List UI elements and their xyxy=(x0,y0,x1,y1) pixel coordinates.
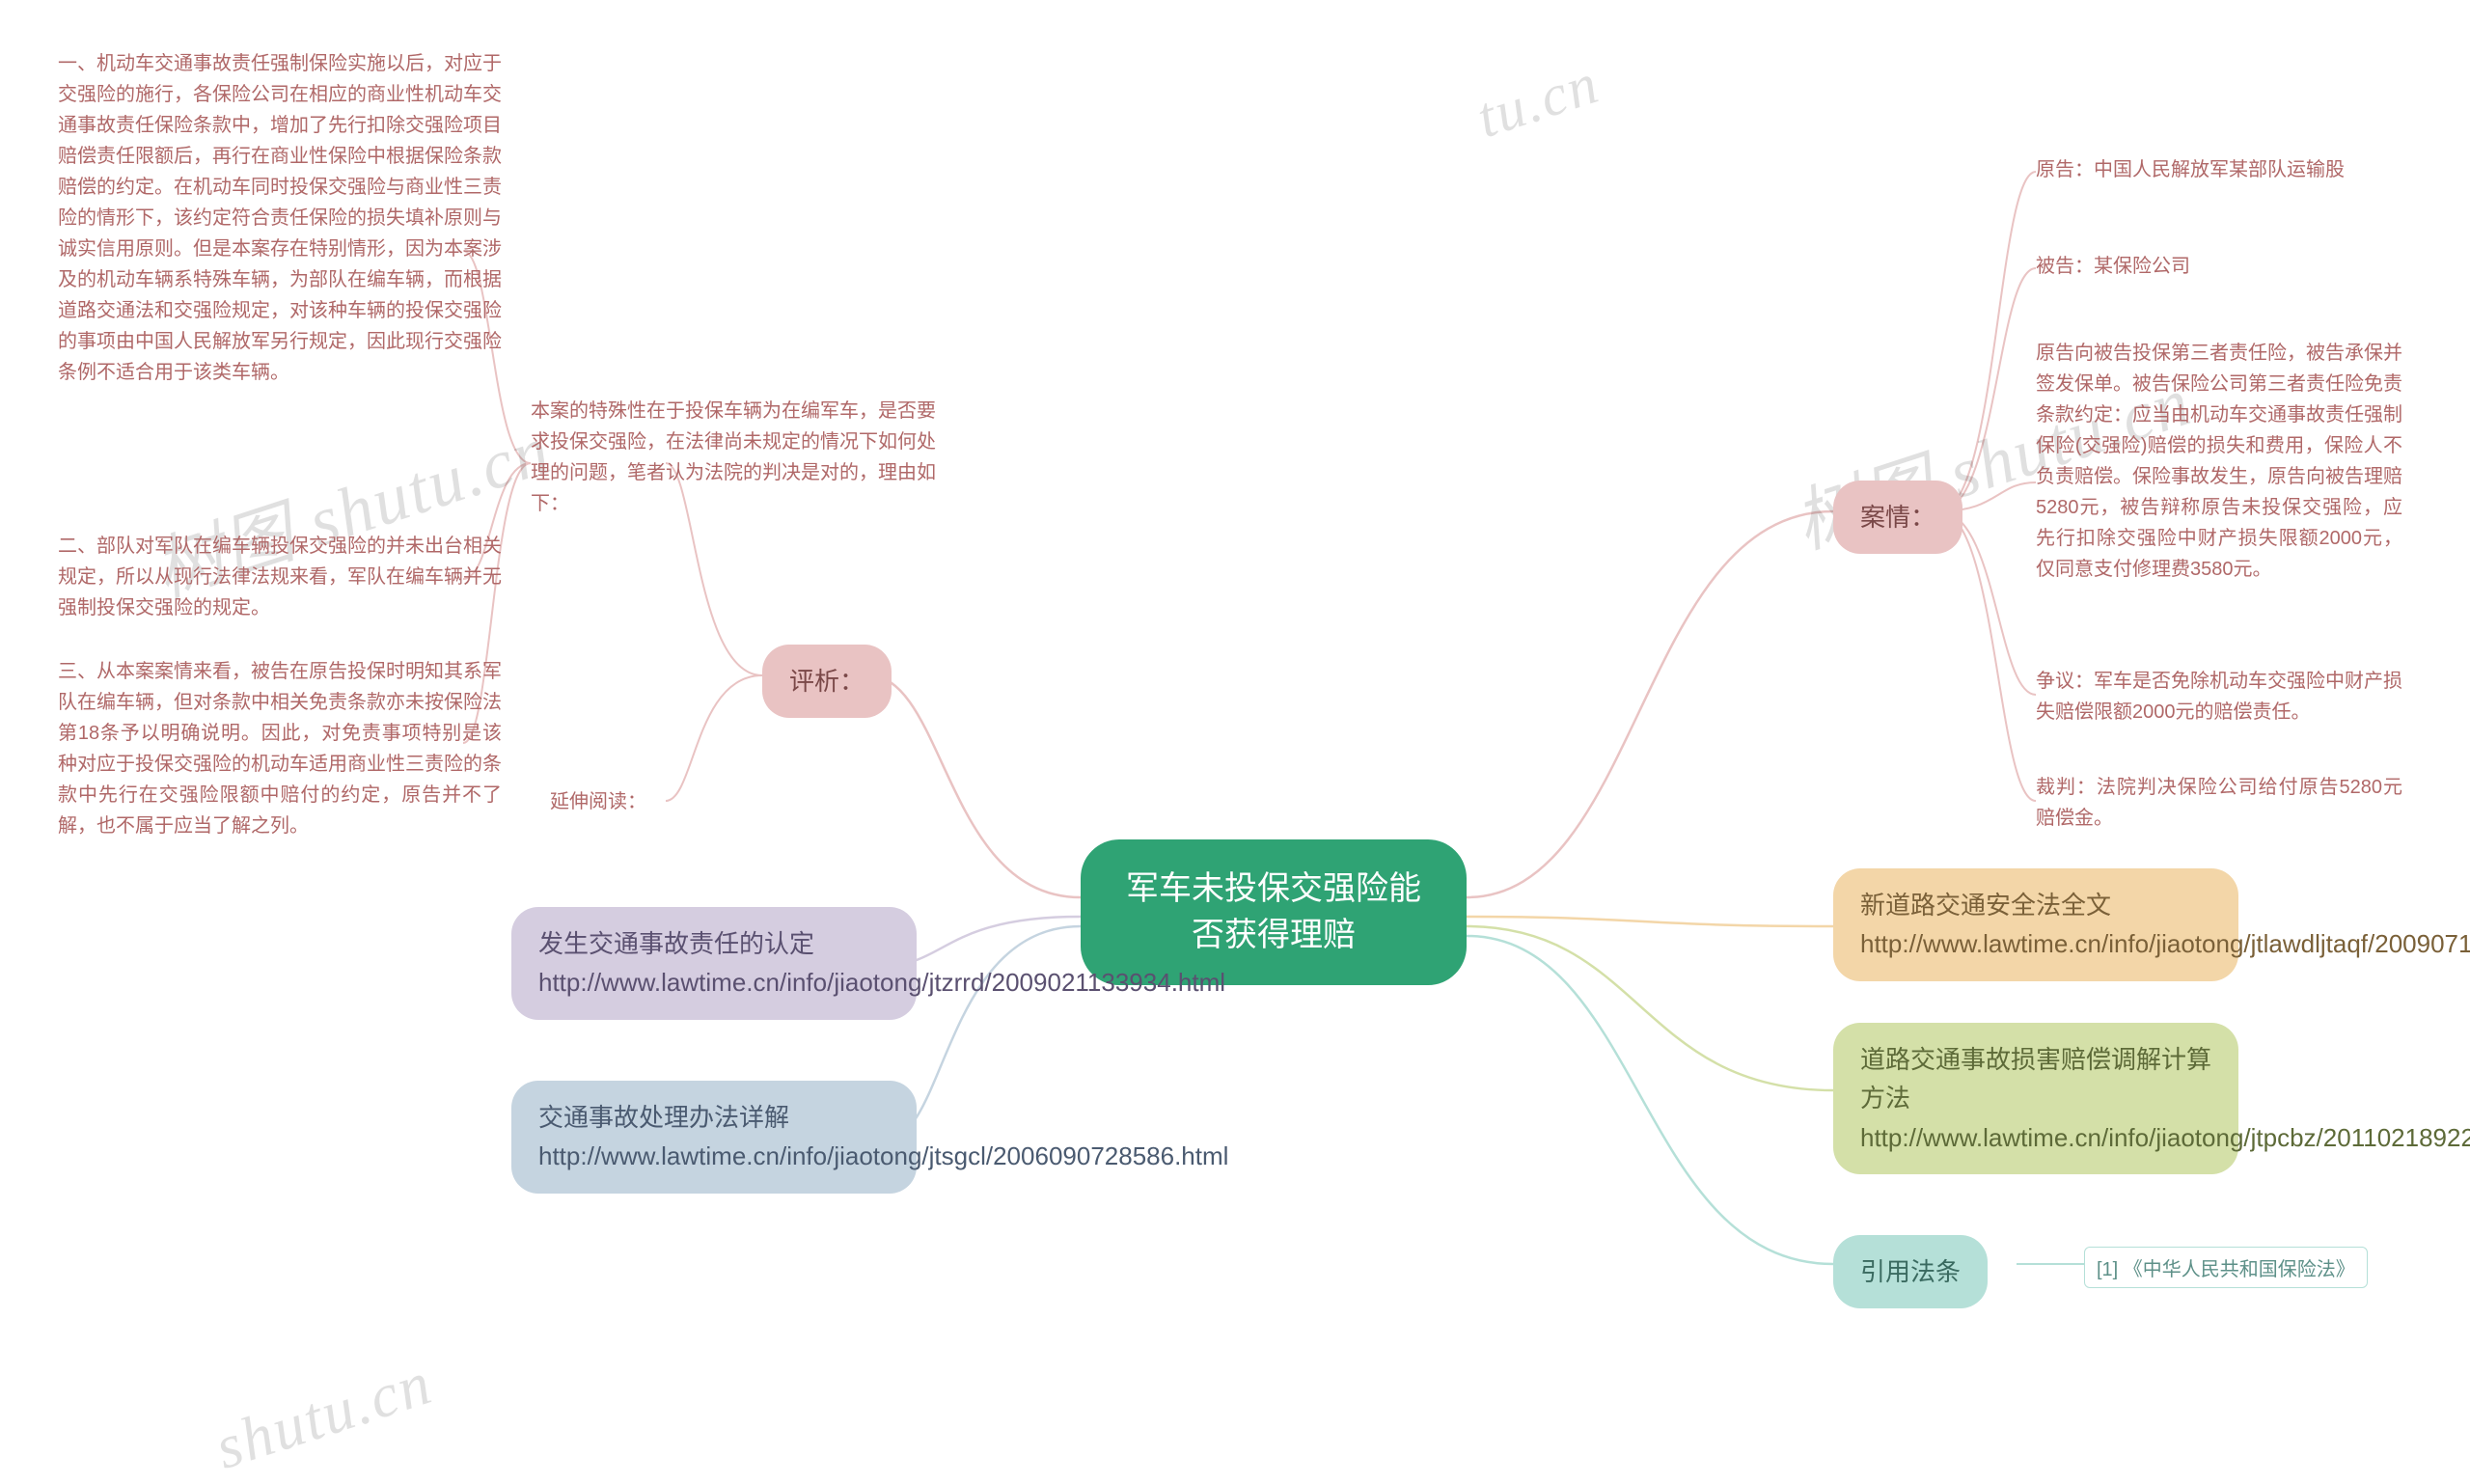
leaf-analysis-p3: 三、从本案案情来看，被告在原告投保时明知其系军队在编车辆，但对条款中相关免责条款… xyxy=(58,656,502,841)
leaf-plaintiff: 原告：中国人民解放军某部队运输股 xyxy=(2036,154,2345,185)
leaf-extend: 延伸阅读： xyxy=(550,786,646,817)
leaf-case-detail: 原告向被告投保第三者责任险，被告承保并签发保单。被告保险公司第三者责任险免责条款… xyxy=(2036,338,2402,585)
branch-link-purple[interactable]: 发生交通事故责任的认定http://www.lawtime.cn/info/ji… xyxy=(511,907,917,1020)
branch-link-green[interactable]: 道路交通事故损害赔偿调解计算方法http://www.lawtime.cn/in… xyxy=(1833,1023,2238,1174)
leaf-analysis-intro: 本案的特殊性在于投保车辆为在编军车，是否要求投保交强险，在法律尚未规定的情况下如… xyxy=(531,396,936,519)
analysis-intro-text: 本案的特殊性在于投保车辆为在编军车，是否要求投保交强险，在法律尚未规定的情况下如… xyxy=(531,400,936,514)
branch-link-orange[interactable]: 新道路交通安全法全文http://www.lawtime.cn/info/jia… xyxy=(1833,868,2238,981)
watermark: tu.cn xyxy=(1468,50,1606,151)
root-node[interactable]: 军车未投保交强险能否获得理赔 xyxy=(1081,839,1467,985)
watermark: shutu.cn xyxy=(206,1347,441,1484)
leaf-analysis-p2: 二、部队对军队在编车辆投保交强险的并未出台相关规定，所以从现行法律法规来看，军队… xyxy=(58,531,502,623)
leaf-dispute: 争议：军车是否免除机动车交强险中财产损失赔偿限额2000元的赔偿责任。 xyxy=(2036,666,2402,728)
branch-case[interactable]: 案情： xyxy=(1833,481,1962,554)
leaf-judgment: 裁判：法院判决保险公司给付原告5280元赔偿金。 xyxy=(2036,772,2402,834)
leaf-citation-ref: [1] 《中华人民共和国保险法》 xyxy=(2084,1247,2368,1288)
branch-link-blue[interactable]: 交通事故处理办法详解http://www.lawtime.cn/info/jia… xyxy=(511,1081,917,1194)
leaf-analysis-p1: 一、机动车交通事故责任强制保险实施以后，对应于交强险的施行，各保险公司在相应的商… xyxy=(58,48,502,388)
leaf-defendant: 被告：某保险公司 xyxy=(2036,251,2190,282)
branch-analysis[interactable]: 评析： xyxy=(762,645,892,718)
branch-citation[interactable]: 引用法条 xyxy=(1833,1235,1988,1308)
